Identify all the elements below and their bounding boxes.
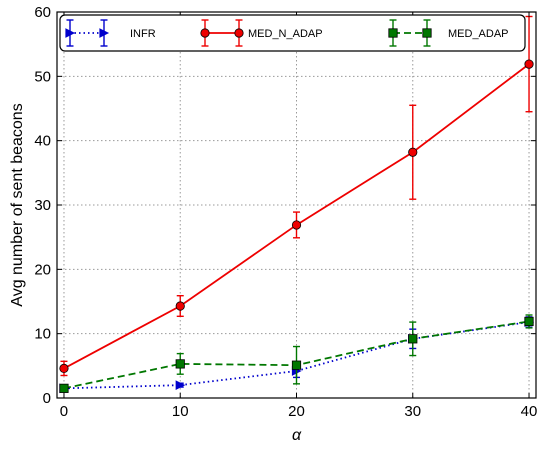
- x-tick-label: 40: [521, 403, 538, 420]
- y-tick-label: 30: [34, 197, 51, 214]
- x-tick-label: 30: [404, 403, 421, 420]
- data-point: [175, 359, 185, 369]
- y-tick-label: 20: [34, 261, 51, 278]
- y-tick-label: 40: [34, 133, 51, 150]
- data-point: [291, 360, 302, 370]
- y-tick-label: 0: [43, 390, 51, 407]
- legend-entry-med-n-adap: MED_N_ADAP: [200, 19, 323, 47]
- y-tick-label: 60: [34, 4, 51, 21]
- legend-marker: [388, 28, 398, 38]
- x-tick-label: 20: [288, 403, 305, 420]
- legend: INFR MED_N_ADAP MED_ADAP: [59, 14, 526, 52]
- x-tick-label: 10: [172, 403, 189, 420]
- x-tick-label: 0: [60, 403, 68, 420]
- x-axis-label: α: [292, 427, 302, 444]
- legend-marker: [200, 28, 210, 38]
- data-point: [175, 380, 186, 390]
- legend-entry-infr: INFR: [65, 19, 156, 47]
- grid: [57, 11, 536, 399]
- y-tick-label: 50: [34, 68, 51, 85]
- legend-marker: [234, 28, 244, 38]
- series-line: [63, 321, 530, 390]
- series-med-adap: [59, 314, 534, 393]
- legend-label: MED_N_ADAP: [248, 28, 323, 40]
- data-point: [408, 334, 418, 344]
- legend-entry-med-adap: MED_ADAP: [388, 19, 509, 47]
- plot-series: [59, 15, 535, 394]
- legend-marker: [422, 28, 432, 38]
- legend-marker: [99, 28, 110, 38]
- data-point: [175, 301, 185, 311]
- legend-box: [59, 14, 526, 52]
- data-point: [59, 383, 69, 393]
- data-point: [524, 316, 534, 327]
- legend-label: INFR: [130, 28, 156, 40]
- series-med-n-adap: [59, 15, 534, 377]
- y-tick-label: 10: [34, 326, 51, 343]
- legend-marker: [65, 28, 76, 38]
- data-point: [291, 220, 302, 230]
- axis-ticks: 0 10 20 30 40 0 10 20 30 40 50 60: [34, 4, 537, 420]
- legend-label: MED_ADAP: [448, 28, 509, 40]
- data-point: [59, 363, 69, 374]
- data-point: [524, 59, 534, 69]
- y-axis-label: Avg number of sent beacons: [9, 103, 26, 306]
- data-point: [408, 147, 418, 157]
